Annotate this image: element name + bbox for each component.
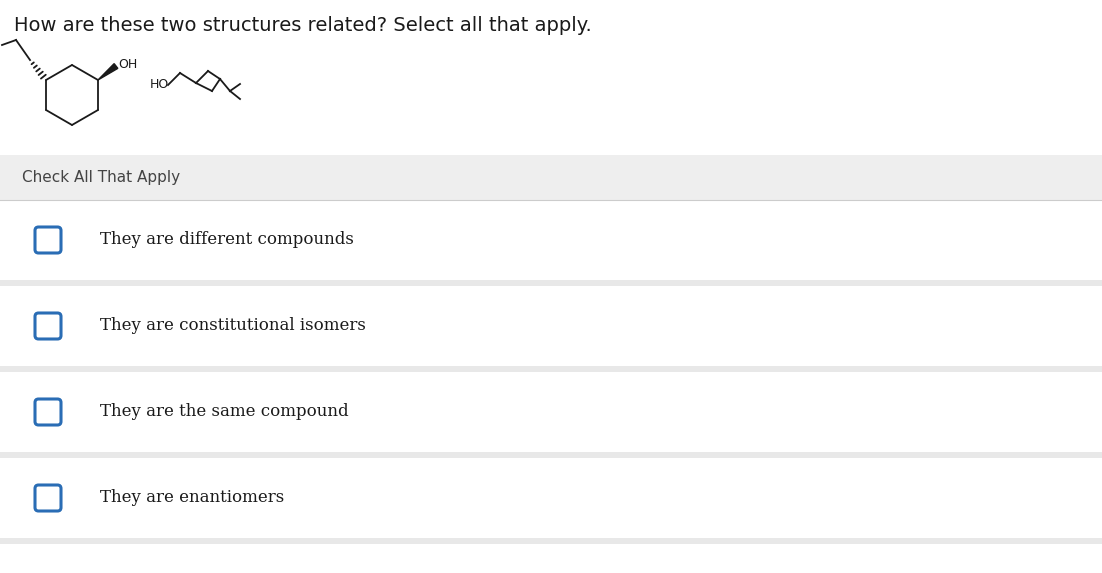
Text: They are constitutional isomers: They are constitutional isomers (100, 317, 366, 335)
FancyBboxPatch shape (35, 485, 61, 511)
Bar (0, 155, 1102, 200)
Bar (0, 458, 1102, 538)
Bar (0, 280, 1102, 286)
Bar (0, 366, 1102, 372)
FancyBboxPatch shape (35, 313, 61, 339)
Text: They are different compounds: They are different compounds (100, 231, 354, 249)
Text: Check All That Apply: Check All That Apply (22, 170, 180, 185)
Text: HO: HO (150, 79, 170, 92)
Bar (0, 452, 1102, 458)
Bar (0, 372, 1102, 452)
Text: They are the same compound: They are the same compound (100, 403, 348, 421)
Polygon shape (98, 64, 118, 80)
FancyBboxPatch shape (35, 399, 61, 425)
Bar (0, 200, 1102, 280)
Text: They are enantiomers: They are enantiomers (100, 489, 284, 507)
Text: How are these two structures related? Select all that apply.: How are these two structures related? Se… (14, 16, 592, 35)
Bar (0, 538, 1102, 544)
Bar (0, 286, 1102, 366)
FancyBboxPatch shape (35, 227, 61, 253)
Text: OH: OH (118, 58, 138, 72)
